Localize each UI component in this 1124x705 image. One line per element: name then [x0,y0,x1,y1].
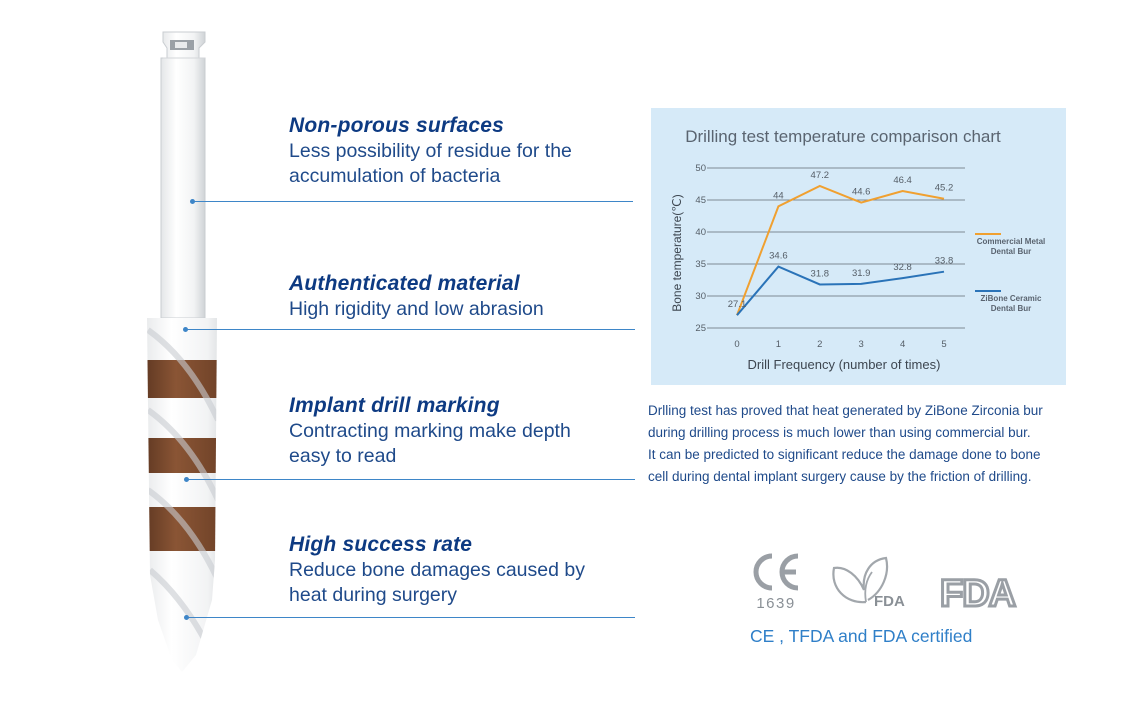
ce-mark-logo: 1639 [753,553,799,612]
leader-dot [190,199,195,204]
series-line [736,265,945,316]
chart-y-axis-label: Bone temperature(℃) [670,194,684,312]
x-tick-label: 4 [900,339,905,350]
data-label: 27.1 [728,299,747,310]
legend-label: Commercial Metal [977,237,1045,246]
series-line [736,184,945,316]
legend-label: Dental Bur [991,304,1031,313]
feature-description: Less possibility of residue for the accu… [289,140,572,187]
y-tick-label: 50 [695,163,706,174]
chart-data-labels: 44 47.2 44.6 46.4 45.2 27.1 34.6 31.8 31.9 32.8 33… [728,170,954,310]
data-label: 47.2 [811,170,830,181]
feature-drill-marking: Implant drill marking Contracting markin… [289,393,649,469]
drill-head [147,318,217,672]
depth-marking-band [147,507,217,551]
fda-logo: FDA [939,572,1019,611]
chart-grid [707,167,965,329]
x-tick-label: 0 [734,339,739,350]
leader-dot [184,615,189,620]
data-label: 34.6 [769,251,788,262]
tfda-text: FDA [874,593,905,610]
data-label: 31.9 [852,268,871,279]
feature-success-rate: High success rate Reduce bone damages ca… [289,532,649,608]
data-label: 44 [773,190,784,201]
feature-title: Non-porous surfaces [289,114,504,137]
leader-dot [184,477,189,482]
legend-label: ZiBone Ceramic [981,294,1042,303]
zirconia-drill-bur-illustration [147,31,217,672]
leader-dot [183,327,188,332]
feature-description: High rigidity and low abrasion [289,298,544,320]
y-tick-label: 30 [695,291,706,302]
leader-line [185,329,635,330]
feature-title: High success rate [289,533,473,556]
y-tick-label: 45 [695,195,706,206]
paragraph-line: cell during dental implant surgery cause… [648,469,1032,484]
y-tick-label: 35 [695,259,706,270]
data-label: 46.4 [893,175,912,186]
ce-number: 1639 [756,595,795,612]
leader-line [186,479,635,480]
feature-title: Implant drill marking [289,394,500,417]
chart-title: Drilling test temperature comparison cha… [685,127,1001,146]
drilling-test-description: Drlling test has proved that heat genera… [648,400,1098,488]
tfda-logo: FDA [832,556,905,610]
temperature-chart-panel: Drilling test temperature comparison cha… [651,108,1066,385]
x-tick-label: 1 [776,339,781,350]
feature-description: Reduce bone damages caused by heat durin… [289,559,585,606]
data-label: 32.8 [893,262,912,273]
certification-caption: CE , TFDA and FDA certified [750,626,973,646]
feature-description: Contracting marking make depth easy to r… [289,420,571,467]
x-tick-label: 3 [859,339,864,350]
data-label: 33.8 [935,256,954,267]
data-label: 31.8 [811,268,830,279]
y-tick-label: 25 [695,323,706,334]
temperature-line-chart: Drilling test temperature comparison cha… [670,127,1045,372]
chart-x-axis-label: Drill Frequency (number of times) [748,357,941,372]
paragraph-line: during drilling process is much lower th… [648,425,1031,440]
fda-text: FDA [940,573,1016,610]
feature-authenticated-material: Authenticated material High rigidity and… [289,271,649,322]
drill-shaft [160,31,206,319]
chart-series [736,184,945,316]
legend-label: Dental Bur [991,247,1031,256]
feature-title: Authenticated material [289,272,520,295]
y-tick-label: 40 [695,227,706,238]
x-tick-label: 5 [941,339,946,350]
leader-line [186,617,635,618]
data-label: 44.6 [852,187,871,198]
x-tick-label: 2 [817,339,822,350]
leader-line [192,201,633,202]
paragraph-line: It can be predicted to significant reduc… [648,447,1041,462]
feature-non-porous: Non-porous surfaces Less possibility of … [289,113,649,189]
paragraph-line: Drlling test has proved that heat genera… [648,403,1043,418]
data-label: 45.2 [935,183,954,194]
